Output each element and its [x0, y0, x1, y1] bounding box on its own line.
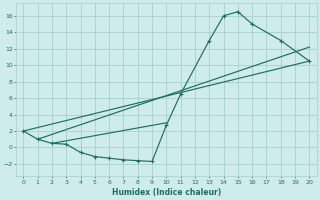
X-axis label: Humidex (Indice chaleur): Humidex (Indice chaleur) — [112, 188, 221, 197]
